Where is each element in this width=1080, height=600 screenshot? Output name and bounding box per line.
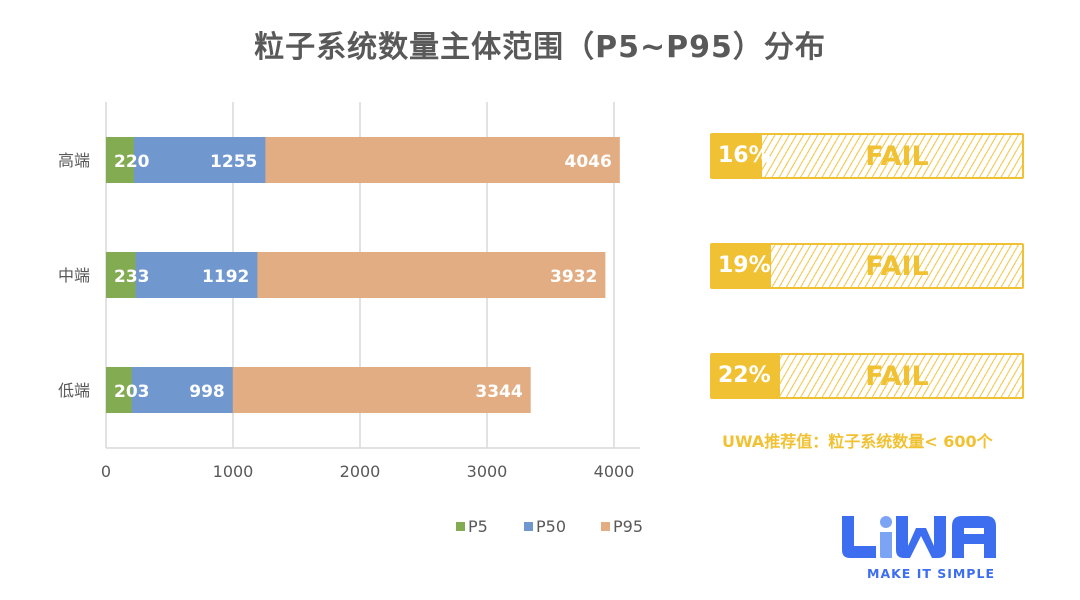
x-tick-label: 2000 (340, 462, 381, 481)
x-tick-labels: 0 1000 2000 3000 4000 (101, 462, 634, 481)
x-tick-label: 3000 (467, 462, 508, 481)
category-label: 低端 (58, 381, 90, 400)
fail-indicator: FAIL 16% (710, 133, 1024, 179)
legend-item-p5: P5 (456, 517, 488, 536)
data-label-p95: 3344 (475, 382, 522, 402)
legend: P5 P50 P95 (456, 517, 643, 536)
fail-label: FAIL (865, 141, 929, 172)
fail-percent: 19% (718, 253, 771, 278)
uwa-logo: MAKE IT SIMPLE (836, 510, 1026, 586)
x-tick-label: 1000 (213, 462, 254, 481)
data-label-p50: 998 (189, 382, 225, 402)
fail-percent: 16% (718, 143, 771, 168)
legend-item-p95: P95 (601, 517, 643, 536)
bars: 220 1255 4046 233 1192 3932 203 998 3344 (106, 137, 620, 413)
legend-swatch (601, 522, 610, 531)
fail-indicator: FAIL 19% (710, 243, 1024, 289)
fail-hatch-pattern (771, 245, 1022, 287)
category-label: 高端 (58, 151, 90, 170)
category-label: 中端 (58, 266, 90, 285)
fail-percent: 22% (718, 363, 771, 388)
fail-progress-fill (712, 135, 762, 177)
fail-indicator: FAIL 22% (710, 353, 1024, 399)
legend-item-p50: P50 (524, 517, 566, 536)
fail-label: FAIL (865, 361, 929, 392)
data-label-p95: 4046 (565, 152, 612, 172)
fail-label: FAIL (865, 251, 929, 282)
logo-tagline: MAKE IT SIMPLE (867, 566, 995, 581)
data-label-p5: 233 (114, 267, 150, 287)
recommendation-text: UWA推荐值：粒子系统数量< 600个 (722, 432, 993, 451)
uwa-logo-mark (842, 516, 996, 558)
x-tick-label: 0 (101, 462, 111, 481)
fail-hatch-pattern (780, 355, 1022, 397)
data-label-p95: 3932 (550, 267, 597, 287)
x-tick-label: 4000 (594, 462, 635, 481)
data-label-p5: 220 (114, 152, 150, 172)
fail-progress-fill (712, 245, 771, 287)
bar-p5 (106, 252, 136, 298)
fail-progress-fill (712, 355, 780, 397)
legend-label: P5 (468, 517, 488, 536)
legend-label: P95 (613, 517, 643, 536)
legend-label: P50 (536, 517, 566, 536)
chart-title: 粒子系统数量主体范围（P5~P95）分布 (254, 30, 826, 65)
legend-swatch (456, 522, 465, 531)
data-label-p5: 203 (114, 382, 150, 402)
fail-hatch-pattern (762, 135, 1022, 177)
data-label-p50: 1192 (202, 267, 249, 287)
bar-p5 (106, 137, 134, 183)
legend-swatch (524, 522, 533, 531)
bar-p5 (106, 367, 132, 413)
data-label-p50: 1255 (210, 152, 257, 172)
